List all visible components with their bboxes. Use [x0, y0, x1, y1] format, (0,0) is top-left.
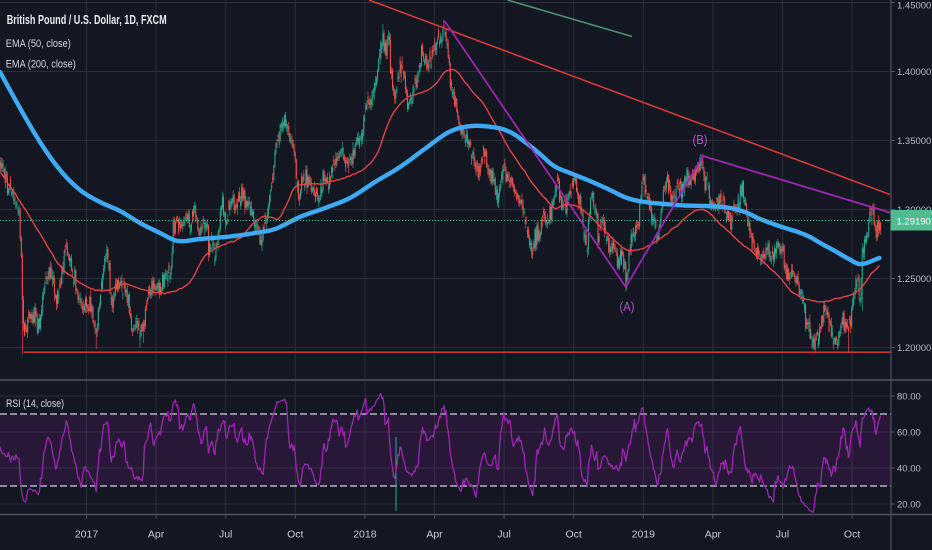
svg-text:1.45000: 1.45000: [897, 1, 931, 12]
svg-text:RSI (14, close): RSI (14, close): [6, 398, 64, 410]
svg-text:1.20000: 1.20000: [897, 343, 931, 354]
svg-text:EMA (50, close): EMA (50, close): [6, 38, 71, 50]
svg-text:Oct: Oct: [844, 529, 860, 541]
svg-text:2018: 2018: [353, 529, 377, 541]
svg-text:Oct: Oct: [566, 529, 582, 541]
svg-text:EMA (200, close): EMA (200, close): [6, 59, 76, 71]
svg-text:(A): (A): [620, 300, 635, 314]
svg-text:British Pound / U.S. Dollar, 1: British Pound / U.S. Dollar, 1D, FXCM: [7, 13, 167, 27]
svg-text:Apr: Apr: [426, 529, 443, 541]
svg-text:1.35000: 1.35000: [897, 136, 931, 147]
svg-text:Jul: Jul: [776, 529, 789, 541]
svg-text:Jul: Jul: [219, 529, 232, 541]
svg-text:60.00: 60.00: [897, 427, 921, 438]
svg-text:40.00: 40.00: [897, 463, 921, 474]
svg-text:(B): (B): [693, 133, 708, 147]
svg-text:Jul: Jul: [497, 529, 510, 541]
svg-text:20.00: 20.00: [897, 499, 921, 510]
svg-text:Apr: Apr: [705, 529, 722, 541]
svg-text:2017: 2017: [75, 529, 99, 541]
svg-text:1.29190: 1.29190: [897, 216, 931, 227]
svg-text:2019: 2019: [632, 529, 656, 541]
svg-text:Apr: Apr: [148, 529, 165, 541]
svg-text:1.25000: 1.25000: [897, 274, 931, 285]
svg-text:Oct: Oct: [287, 529, 303, 541]
svg-text:80.00: 80.00: [897, 391, 921, 402]
svg-text:1.40000: 1.40000: [897, 67, 931, 78]
